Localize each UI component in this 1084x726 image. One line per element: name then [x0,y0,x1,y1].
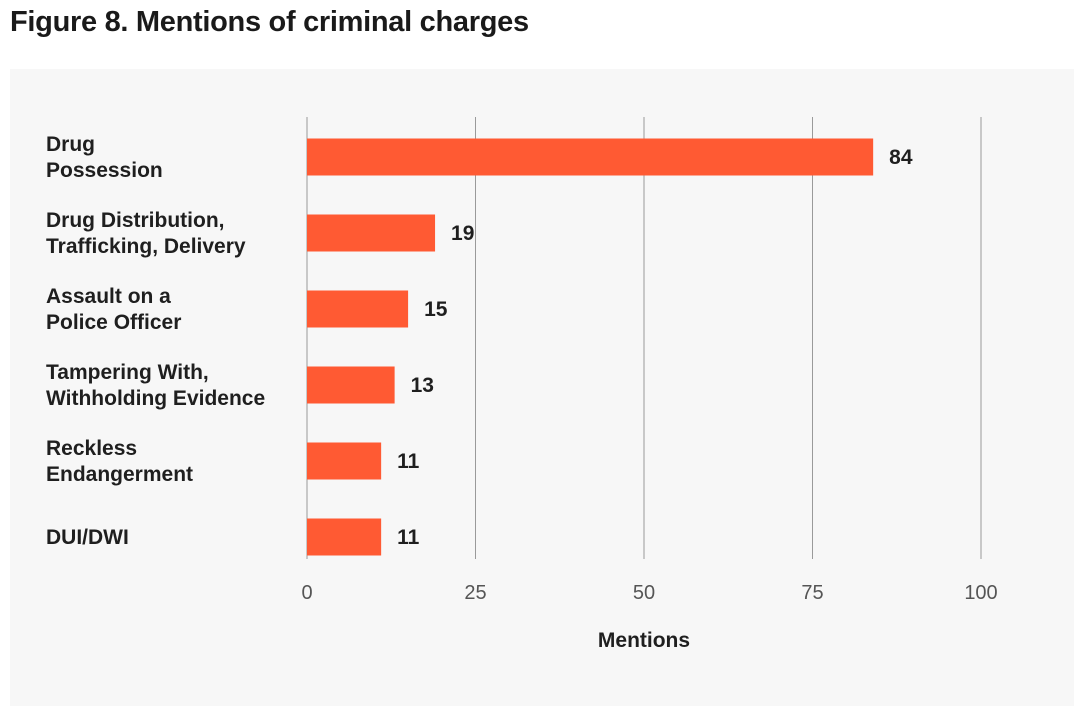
category-label-1: Drug Distribution, Trafficking, Delivery [46,209,246,258]
category-label-2: Assault on a Police Officer [46,285,181,334]
x-axis-title: Mentions [598,629,690,652]
category-label-line: Police Officer [46,311,181,334]
chart-panel: Drug Possession 84 Drug Distribution, Traffi… [10,69,1074,706]
category-label-3: Tampering With, Withholding Evidence [46,361,265,410]
bar-4 [307,442,382,480]
category-label-line: Assault on a [46,285,171,308]
category-label-line: Tampering With, [46,361,209,384]
category-label-line: Possession [46,159,163,182]
bar-0 [307,138,874,176]
category-label-4: Reckless Endangerment [46,437,193,486]
figure-title: Figure 8. Mentions of criminal charges [10,6,529,38]
category-label-line: Reckless [46,437,137,460]
bar-5 [307,518,382,556]
value-label-2: 15 [424,298,448,321]
tick-label-50: 50 [633,582,655,604]
category-label-5: DUI/DWI [46,526,129,549]
category-label-0: Drug Possession [46,133,163,182]
bar-chart: Drug Possession 84 Drug Distribution, Traffi… [46,117,998,652]
category-label-line: Drug Distribution, [46,209,224,232]
bar-2 [307,290,409,328]
value-label-0: 84 [889,146,913,169]
tick-label-75: 75 [801,582,823,604]
value-label-5: 11 [397,526,420,549]
value-label-4: 11 [397,450,420,473]
category-label-line: Withholding Evidence [46,387,265,410]
tick-label-100: 100 [964,582,997,604]
bar-3 [307,366,395,404]
bar-1 [307,214,436,252]
value-label-3: 13 [411,374,434,397]
category-label-line: Drug [46,133,95,156]
category-label-line: Trafficking, Delivery [46,235,246,258]
category-label-line: DUI/DWI [46,526,129,549]
value-label-1: 19 [451,222,474,245]
tick-label-25: 25 [464,582,486,604]
category-label-line: Endangerment [46,463,193,486]
tick-label-0: 0 [301,582,312,604]
